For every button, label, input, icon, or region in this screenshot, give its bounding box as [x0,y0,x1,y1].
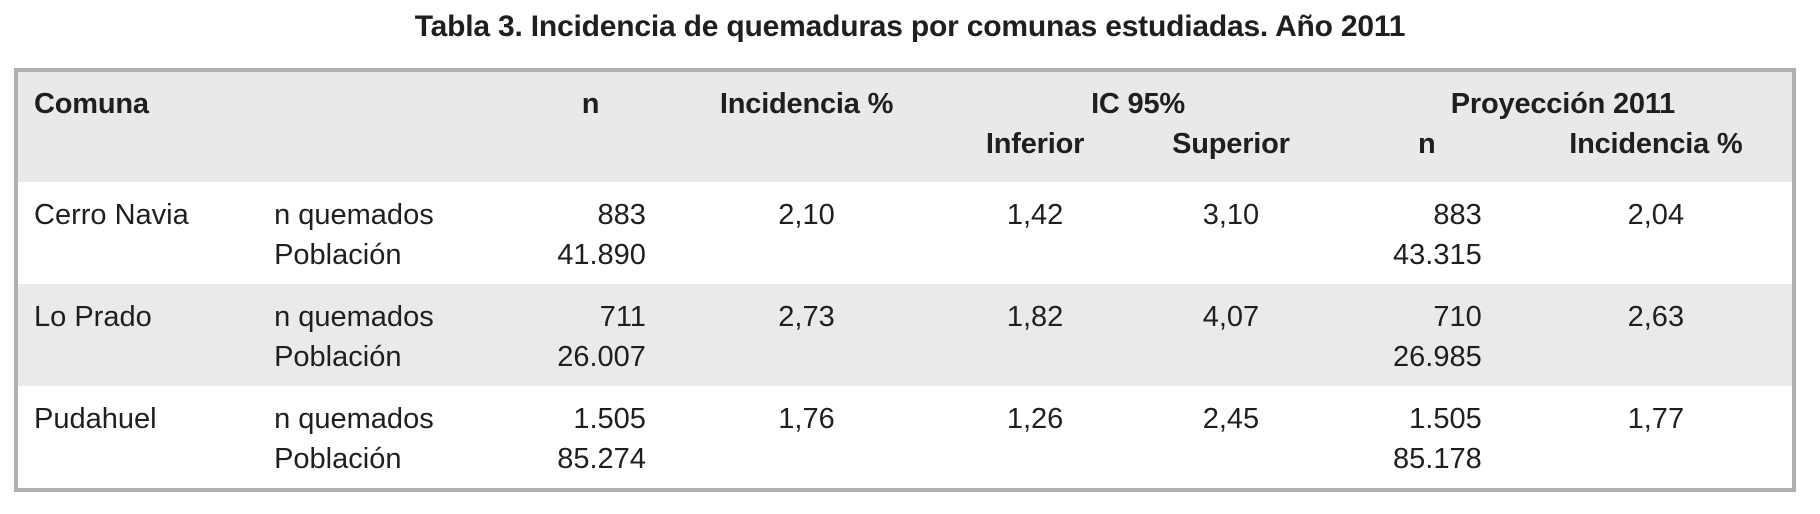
measure-labels: n quemados Población [259,284,511,386]
proy-incidencia-value: 2,04 [1627,199,1685,231]
incidence-table: Comuna n Incidencia % IC 95% Proyección … [14,68,1796,492]
proy-n-values: 883 43.315 [1393,199,1482,271]
measure-labels: n quemados Población [274,199,434,271]
header-ic-inferior: Inferior [942,124,1128,182]
proy-n-values: 710 26.985 [1333,284,1520,386]
ic-superior-value: 4,07 [1127,284,1334,386]
measure-labels: n quemados Población [274,403,434,475]
header-spacer [259,72,511,182]
ic-superior-value: 3,10 [1202,199,1260,231]
comuna-name: Cerro Navia [34,199,189,231]
header-incidencia: Incidencia % [670,72,943,182]
table-row-cerro-navia: Cerro Navia n quemados Población 883 41.… [18,182,1792,284]
ic-inferior-value: 1,26 [1006,403,1064,435]
n-values: 711 26.007 [510,284,671,386]
header-proy-n: n [1333,124,1520,182]
proy-incidencia-value: 2,63 [1519,284,1792,386]
proy-n-values: 1.505 85.178 [1393,403,1482,475]
header-ic-superior: Superior [1127,124,1334,182]
ic-inferior-value: 1,42 [1006,199,1064,231]
header-ic95: IC 95% [942,72,1334,124]
header-proyeccion: Proyección 2011 [1333,72,1792,124]
incidencia-value: 1,76 [778,403,835,435]
table-row-pudahuel: Pudahuel n quemados Población 1.505 85.2… [18,386,1792,488]
header-n: n [510,72,671,182]
table-title: Tabla 3. Incidencia de quemaduras por co… [414,10,1406,43]
n-values: 1.505 85.274 [557,403,646,475]
ic-superior-value: 2,45 [1202,403,1260,435]
ic-inferior-value: 1,82 [942,284,1128,386]
comuna-name: Pudahuel [34,403,157,435]
table-row-lo-prado: Lo Prado n quemados Población 711 26.007… [18,284,1792,386]
n-values: 883 41.890 [557,199,646,271]
comuna-name: Lo Prado [18,284,260,386]
incidencia-value: 2,10 [778,199,835,231]
proy-incidencia-value: 1,77 [1627,403,1685,435]
incidencia-value: 2,73 [670,284,943,386]
header-proy-incidencia: Incidencia % [1519,124,1792,182]
header-comuna: Comuna [18,72,260,182]
table-header: Comuna n Incidencia % IC 95% Proyección … [18,72,1792,182]
